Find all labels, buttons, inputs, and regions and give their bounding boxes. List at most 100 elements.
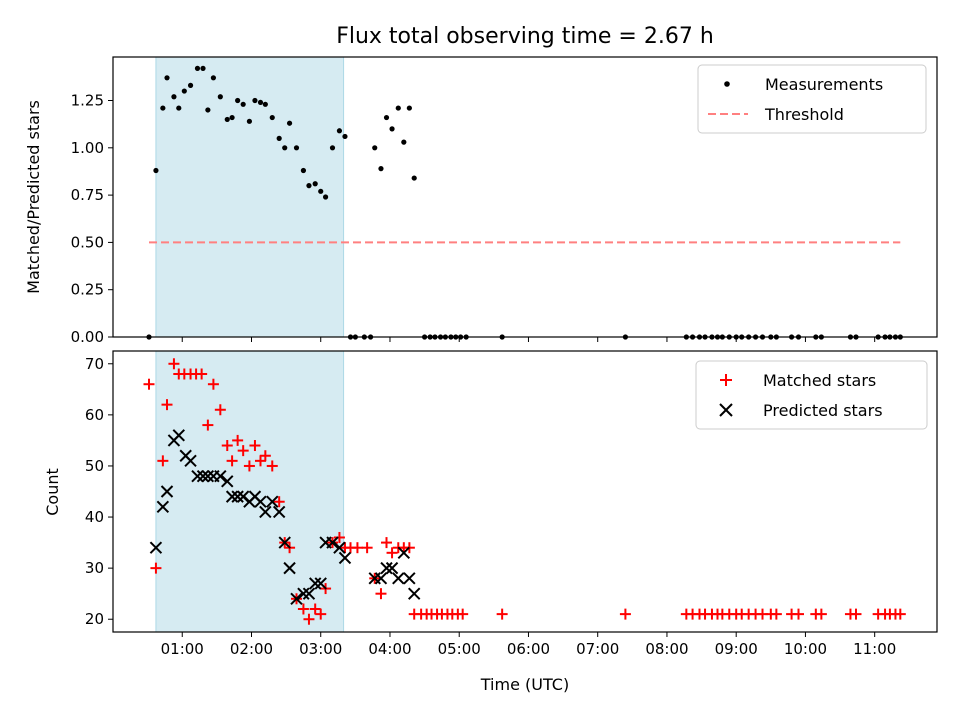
observing-span-shade — [155, 56, 345, 338]
predicted-stars-point — [149, 541, 163, 554]
y-tick-label: 1.25 — [71, 92, 104, 110]
x-tick-label: 03:00 — [299, 640, 342, 658]
x-tick-label: 05:00 — [438, 640, 481, 658]
y-tick-label: 40 — [85, 508, 104, 526]
measurements-point — [372, 145, 378, 151]
plot-frame-bottom — [112, 350, 938, 633]
measurements-point — [262, 101, 268, 107]
matched-stars-point — [303, 613, 315, 625]
measurements-point — [342, 133, 348, 140]
matched-stars-point — [315, 608, 327, 620]
predicted-stars-point — [392, 572, 405, 585]
x-tick-label: 11:00 — [853, 640, 896, 658]
x-tick-label: 02:00 — [230, 640, 273, 658]
matched-stars-point — [196, 368, 208, 380]
matched-stars-point — [202, 419, 214, 431]
predicted-stars-point — [266, 495, 279, 508]
measurements-point — [171, 94, 177, 100]
matched-stars-point — [259, 450, 271, 462]
measurements-point — [194, 65, 201, 71]
measurements-point — [246, 118, 253, 124]
matched-stars-point — [894, 608, 906, 620]
measurements-point — [406, 105, 412, 111]
y-axis-label-ratio: Matched/Predicted stars — [24, 100, 43, 294]
legend-label-measurements: Measurements — [765, 75, 883, 94]
y-tick-label: 0.50 — [71, 233, 104, 251]
matched-stars-point — [207, 378, 219, 390]
predicted-stars-point — [374, 572, 388, 585]
matched-stars-point — [496, 608, 508, 620]
predicted-stars-point — [403, 572, 416, 585]
predicted-stars-point — [302, 587, 316, 600]
measurements-point — [401, 139, 407, 145]
measurements-point — [378, 166, 384, 172]
matched-stars-point — [619, 608, 631, 620]
measurements-point — [269, 114, 275, 121]
y-tick-label: 0.75 — [71, 186, 104, 204]
x-tick-label: 10:00 — [784, 640, 827, 658]
measurements-point — [336, 128, 343, 134]
measurements-point — [160, 105, 166, 111]
predicted-stars-point — [254, 495, 267, 508]
matched-stars-point — [386, 547, 398, 559]
legend-label-threshold: Threshold — [764, 105, 844, 124]
x-tick-label: 08:00 — [645, 640, 688, 658]
predicted-stars-point — [172, 429, 185, 442]
predicted-stars-point — [297, 587, 310, 600]
measurements-point — [153, 167, 159, 174]
predicted-stars-point — [214, 469, 227, 483]
measurements-point — [329, 145, 336, 151]
measurements-point — [389, 126, 395, 132]
measurements-point — [300, 167, 307, 174]
predicted-stars-point — [191, 469, 204, 483]
measurements-point — [383, 114, 390, 121]
measurements-point — [286, 120, 293, 126]
y-tick-label: 0.25 — [71, 281, 104, 299]
x-tick-label: 01:00 — [161, 640, 204, 658]
x-tick-label: 07:00 — [576, 640, 619, 658]
measurements-point — [282, 145, 288, 151]
matched-stars-point — [232, 434, 244, 446]
measurements-point — [176, 105, 182, 111]
predicted-stars-point — [308, 577, 322, 590]
predicted-stars-point — [333, 541, 346, 554]
legend-label-predicted: Predicted stars — [763, 401, 883, 420]
predicted-stars-point — [314, 577, 327, 590]
predicted-stars-point — [326, 536, 339, 549]
legend-label-matched: Matched stars — [763, 371, 876, 390]
measurements-point — [411, 175, 417, 181]
measurements-point — [312, 181, 318, 187]
matched-stars-point — [214, 404, 226, 416]
matched-stars-point — [770, 608, 782, 620]
predicted-stars-point — [338, 551, 352, 565]
y-tick-label: 1.00 — [71, 139, 104, 157]
measurements-point — [293, 145, 300, 151]
legend-marker-predicted — [719, 403, 733, 417]
measurements-point — [318, 188, 324, 194]
star-count-panel: Count Time (UTC) 20 30 40 50 60 70 01:00 02:00… — [43, 350, 938, 694]
matched-stars-point — [266, 460, 278, 472]
y-tick-label: 0.00 — [71, 328, 104, 346]
matched-stars-point — [297, 603, 309, 615]
measurements-point — [200, 65, 206, 71]
measurements-point — [217, 94, 223, 100]
matched-stars-point — [273, 496, 285, 508]
y-tick-label: 70 — [85, 355, 104, 373]
measurements-point — [306, 183, 312, 189]
measurements-point — [229, 114, 235, 121]
matched-stars-point — [249, 440, 261, 452]
measurements-point — [252, 97, 258, 104]
measurements-point — [224, 116, 230, 123]
matched-stars-point — [793, 608, 805, 620]
predicted-stars-point — [283, 561, 296, 575]
measurements-point — [181, 88, 187, 94]
measurements-point — [257, 99, 264, 106]
measurements-point — [235, 97, 241, 104]
matched-stars-point — [333, 531, 345, 543]
matched-stars-point — [815, 608, 827, 620]
predicted-stars-point — [278, 536, 291, 549]
predicted-stars-point — [225, 490, 239, 503]
legend-bottom: Matched stars Predicted stars — [695, 360, 928, 430]
predicted-stars-point — [385, 561, 399, 575]
matched-stars-point — [243, 460, 255, 472]
